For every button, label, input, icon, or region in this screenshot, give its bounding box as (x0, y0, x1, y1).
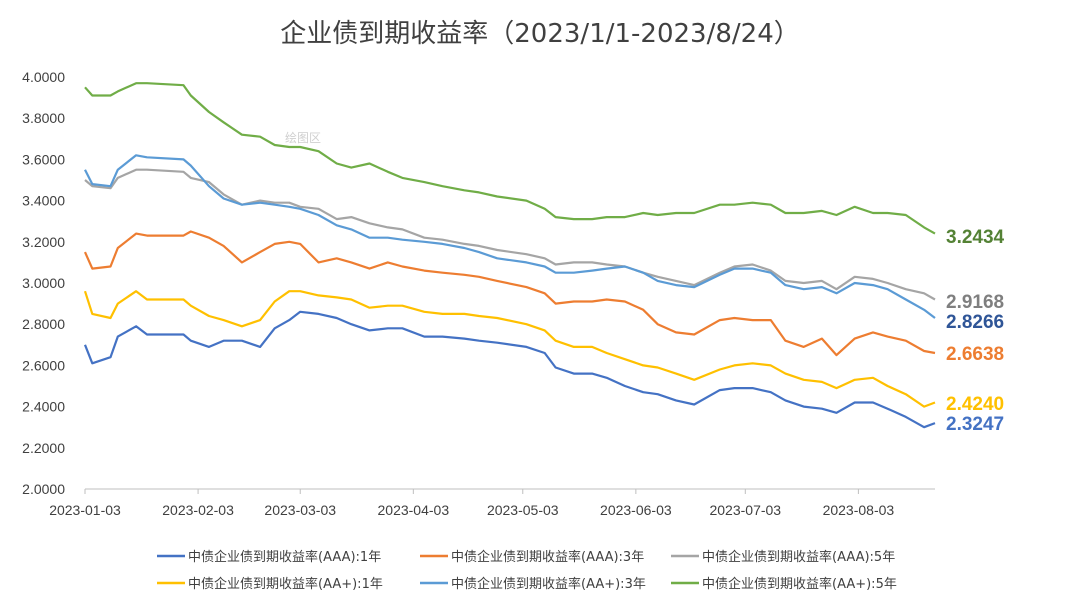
x-axis: 2023-01-03 2023-02-03 2023-03-03 2023-04-03… (49, 488, 935, 518)
y-tick-label: 3.0000 (22, 275, 65, 291)
legend-entry: 中债企业债到期收益率(AAA):1年 (188, 549, 381, 565)
y-tick-label: 3.4000 (22, 193, 65, 209)
legend-entry: 中债企业债到期收益率(AAA):5年 (702, 549, 895, 565)
series-line (83, 310, 936, 429)
y-tick-label: 2.2000 (22, 440, 65, 456)
series-line (84, 154, 936, 319)
series-lines (83, 82, 936, 429)
y-tick-label: 4.0000 (22, 69, 65, 85)
series-line (84, 82, 936, 235)
series-line (84, 168, 936, 301)
legend-entry: 中债企业债到期收益率(AA+):3年 (451, 576, 646, 592)
end-value-label: 2.3247 (946, 414, 1004, 435)
y-tick-label: 2.4000 (22, 399, 65, 415)
y-tick-label: 2.8000 (22, 316, 65, 332)
x-tick-label: 2023-01-03 (49, 502, 121, 518)
x-tick-label: 2023-08-03 (823, 502, 895, 518)
x-tick-label: 2023-04-03 (378, 502, 450, 518)
end-value-label: 2.9168 (946, 292, 1004, 313)
watermark-label: 绘图区 (285, 130, 321, 145)
x-tick-label: 2023-06-03 (600, 502, 672, 518)
x-tick-label: 2023-03-03 (264, 502, 336, 518)
legend-entry: 中债企业债到期收益率(AA+):5年 (702, 576, 897, 592)
legend: 中债企业债到期收益率(AAA):1年 中债企业债到期收益率(AAA):3年 中债企业… (157, 549, 897, 592)
end-value-label: 3.2434 (946, 227, 1005, 248)
end-value-label: 2.4240 (946, 394, 1004, 415)
x-tick-label: 2023-05-03 (487, 502, 559, 518)
y-tick-label: 3.2000 (22, 234, 65, 250)
legend-entry: 中债企业债到期收益率(AA+):1年 (188, 576, 383, 592)
legend-entry: 中债企业债到期收益率(AAA):3年 (451, 549, 644, 565)
end-value-label: 2.6638 (946, 344, 1004, 365)
chart-title: 企业债到期收益率（2023/1/1-2023/8/24） (280, 19, 799, 49)
y-tick-label: 2.6000 (22, 357, 65, 373)
end-value-label: 2.8266 (946, 312, 1004, 333)
x-tick-label: 2023-07-03 (709, 502, 781, 518)
x-tick-label: 2023-02-03 (162, 502, 234, 518)
series-line (83, 230, 936, 357)
y-axis: 2.0000 2.2000 2.4000 2.6000 2.8000 3.0000 3.20… (22, 69, 65, 497)
y-tick-label: 3.8000 (22, 110, 65, 126)
series-line (83, 290, 936, 408)
y-tick-label: 3.6000 (22, 151, 65, 167)
y-tick-label: 2.0000 (22, 481, 65, 497)
end-value-labels: 2.3247 2.6638 2.9168 2.4240 2.8266 3.2434 (946, 227, 1005, 435)
